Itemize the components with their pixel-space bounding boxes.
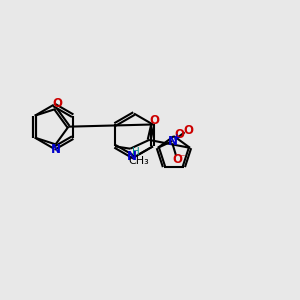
Text: N: N bbox=[167, 135, 177, 148]
Text: O: O bbox=[149, 114, 159, 127]
Text: O: O bbox=[174, 128, 184, 141]
Text: CH₃: CH₃ bbox=[129, 156, 149, 166]
Text: N: N bbox=[51, 143, 61, 156]
Text: +: + bbox=[173, 133, 181, 142]
Text: O: O bbox=[183, 124, 193, 137]
Text: H: H bbox=[132, 147, 140, 157]
Text: O: O bbox=[52, 97, 62, 110]
Text: O: O bbox=[172, 153, 182, 166]
Text: N: N bbox=[127, 150, 136, 163]
Text: ⁻: ⁻ bbox=[179, 154, 185, 164]
